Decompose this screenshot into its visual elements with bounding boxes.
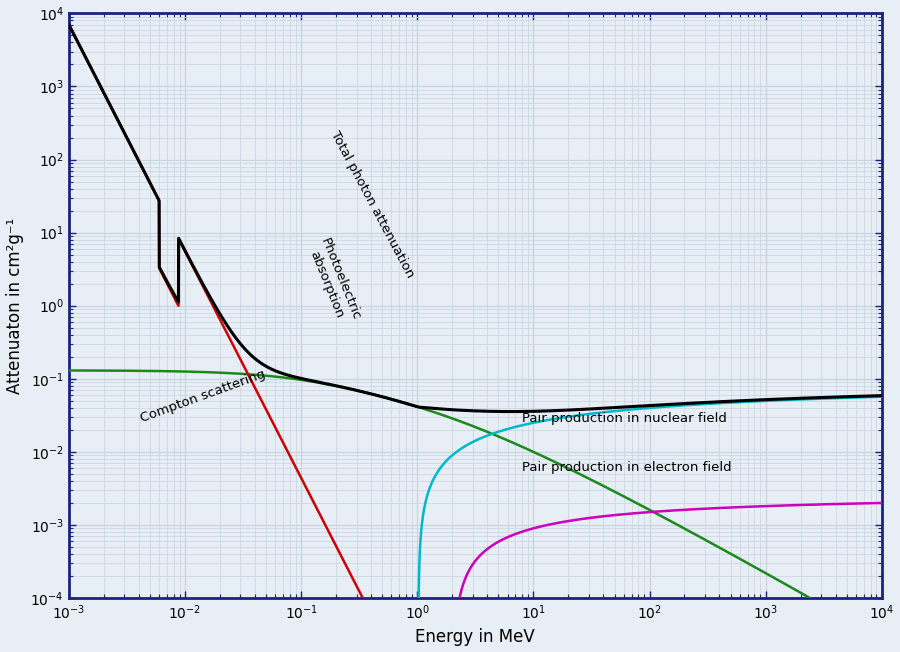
Text: Compton scattering: Compton scattering — [139, 367, 267, 424]
Text: Pair production in electron field: Pair production in electron field — [522, 461, 732, 474]
Y-axis label: Attenuaton in cm²g⁻¹: Attenuaton in cm²g⁻¹ — [5, 218, 23, 394]
X-axis label: Energy in MeV: Energy in MeV — [416, 629, 536, 646]
Text: Pair production in nuclear field: Pair production in nuclear field — [522, 411, 727, 424]
Text: Total photon attenuation: Total photon attenuation — [328, 128, 417, 280]
Text: Photoelectric
absorption: Photoelectric absorption — [304, 236, 363, 328]
